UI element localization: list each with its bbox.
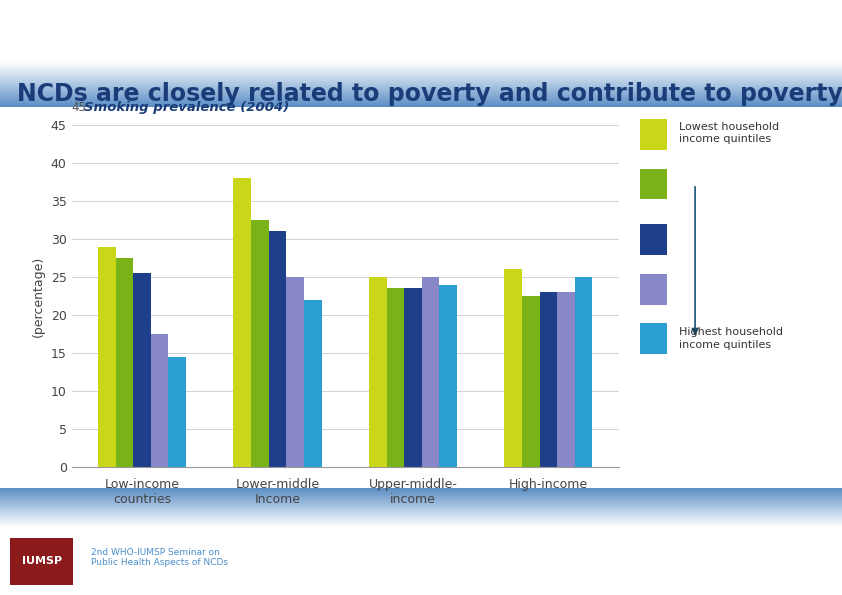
FancyBboxPatch shape <box>10 538 73 585</box>
Bar <box>269 231 286 467</box>
Bar <box>115 258 133 467</box>
Bar <box>251 220 269 467</box>
Bar <box>557 292 575 467</box>
Bar <box>504 270 522 467</box>
Text: IUMSP: IUMSP <box>22 556 62 566</box>
Bar <box>540 292 557 467</box>
Y-axis label: (percentage): (percentage) <box>32 255 45 337</box>
Bar <box>640 323 668 354</box>
Bar <box>640 274 668 305</box>
Bar <box>304 300 322 467</box>
Text: Highest household
income quintiles: Highest household income quintiles <box>679 327 783 350</box>
Text: NCDs are closely related to poverty and contribute to poverty: NCDs are closely related to poverty and … <box>17 82 842 105</box>
Text: Smoking prevalence (2004): Smoking prevalence (2004) <box>83 101 289 114</box>
Bar <box>286 277 304 467</box>
Text: 2nd WHO-IUMSP Seminar on
Public Health Aspects of NCDs: 2nd WHO-IUMSP Seminar on Public Health A… <box>91 547 228 567</box>
Bar <box>522 296 540 467</box>
Bar <box>575 277 593 467</box>
Bar <box>640 224 668 255</box>
Bar <box>369 277 386 467</box>
Bar <box>151 334 168 467</box>
Bar <box>640 168 668 199</box>
Bar <box>440 284 457 467</box>
Text: 45: 45 <box>72 101 87 114</box>
Bar <box>98 246 115 467</box>
Bar <box>422 277 440 467</box>
Bar <box>386 289 404 467</box>
Bar <box>133 273 151 467</box>
Bar <box>640 119 668 150</box>
Bar <box>404 289 422 467</box>
Bar <box>168 357 186 467</box>
Text: Lowest household
income quintiles: Lowest household income quintiles <box>679 122 780 145</box>
Bar <box>233 178 251 467</box>
